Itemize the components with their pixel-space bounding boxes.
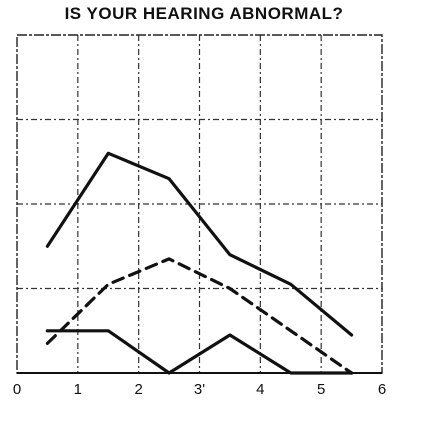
chart-title: IS YOUR HEARING ABNORMAL? — [64, 4, 344, 23]
x-tick-label: 1 — [74, 381, 82, 398]
series-line-3 — [45, 329, 354, 375]
x-tick-label: 2 — [134, 381, 142, 398]
chart-series — [45, 151, 354, 375]
series-line-2 — [45, 257, 354, 375]
chart-grid — [17, 35, 382, 373]
x-tick-label: 6 — [378, 381, 386, 398]
x-tick-label: 3' — [194, 381, 205, 398]
x-axis-ticks: 0 1 2 3' 4 5 6 — [13, 381, 386, 398]
x-tick-label: 4 — [256, 381, 264, 398]
x-tick-label: 0 — [13, 381, 21, 398]
series-line-1 — [45, 151, 354, 337]
x-tick-label: 5 — [317, 381, 325, 398]
